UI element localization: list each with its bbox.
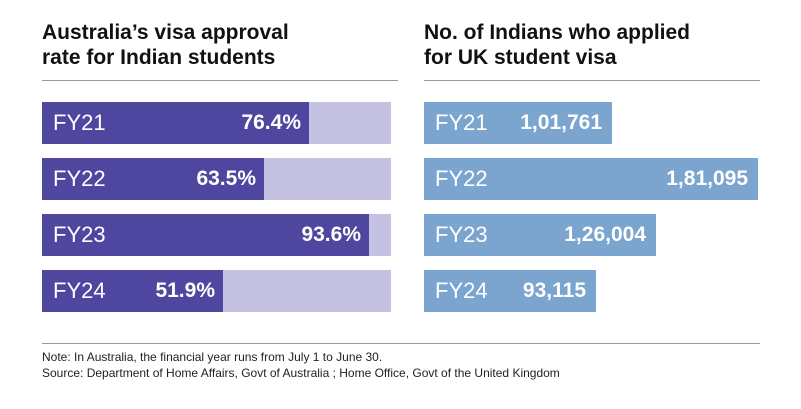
uk-title-divider xyxy=(424,80,760,81)
footnote-note: Note: In Australia, the financial year r… xyxy=(42,350,383,364)
uk-bar-category-label: FY23 xyxy=(435,222,488,247)
uk-bar xyxy=(424,270,596,312)
uk-bar-category-label: FY24 xyxy=(435,278,488,303)
australia-bar xyxy=(42,214,369,256)
uk-bar xyxy=(424,214,656,256)
uk-chart-title: No. of Indians who applied for UK studen… xyxy=(424,21,690,69)
uk-bar-value-label: 1,81,095 xyxy=(666,167,748,190)
footnote-source: Source: Department of Home Affairs, Govt… xyxy=(42,366,560,380)
australia-bar-row: FY22 63.5% xyxy=(42,158,391,200)
uk-bar xyxy=(424,158,758,200)
uk-bar-value-label: 93,115 xyxy=(522,279,586,302)
australia-bar xyxy=(42,158,264,200)
australia-title-divider xyxy=(42,80,398,81)
australia-bar-category-label: FY21 xyxy=(53,110,106,135)
australia-chart-title: Australia’s visa approval rate for India… xyxy=(42,21,289,69)
australia-bar-value-label: 51.9% xyxy=(155,279,215,302)
australia-bar-category-label: FY23 xyxy=(53,222,106,247)
uk-bar xyxy=(424,102,612,144)
australia-bar-category-label: FY24 xyxy=(53,278,106,303)
uk-bar-category-label: FY22 xyxy=(435,166,488,191)
uk-bar-row: FY22 1,81,095 xyxy=(424,158,758,200)
uk-bar-value-label: 1,26,004 xyxy=(564,223,646,246)
uk-bar-category-label: FY21 xyxy=(435,110,488,135)
uk-bar-row: FY24 93,115 xyxy=(424,270,596,312)
australia-bar-value-label: 93.6% xyxy=(301,223,361,246)
australia-bar-row: FY23 93.6% xyxy=(42,214,391,256)
australia-bar xyxy=(42,270,223,312)
australia-bar-value-label: 76.4% xyxy=(241,111,301,134)
uk-bar-row: FY21 1,01,761 xyxy=(424,102,612,144)
footer-divider xyxy=(42,343,760,344)
australia-bar-row: FY24 51.9% xyxy=(42,270,391,312)
australia-bar-category-label: FY22 xyxy=(53,166,106,191)
australia-bar-value-label: 63.5% xyxy=(196,167,256,190)
uk-bar-value-label: 1,01,761 xyxy=(520,111,602,134)
australia-bar xyxy=(42,102,309,144)
uk-bar-row: FY23 1,26,004 xyxy=(424,214,656,256)
australia-bar-row: FY21 76.4% xyxy=(42,102,391,144)
